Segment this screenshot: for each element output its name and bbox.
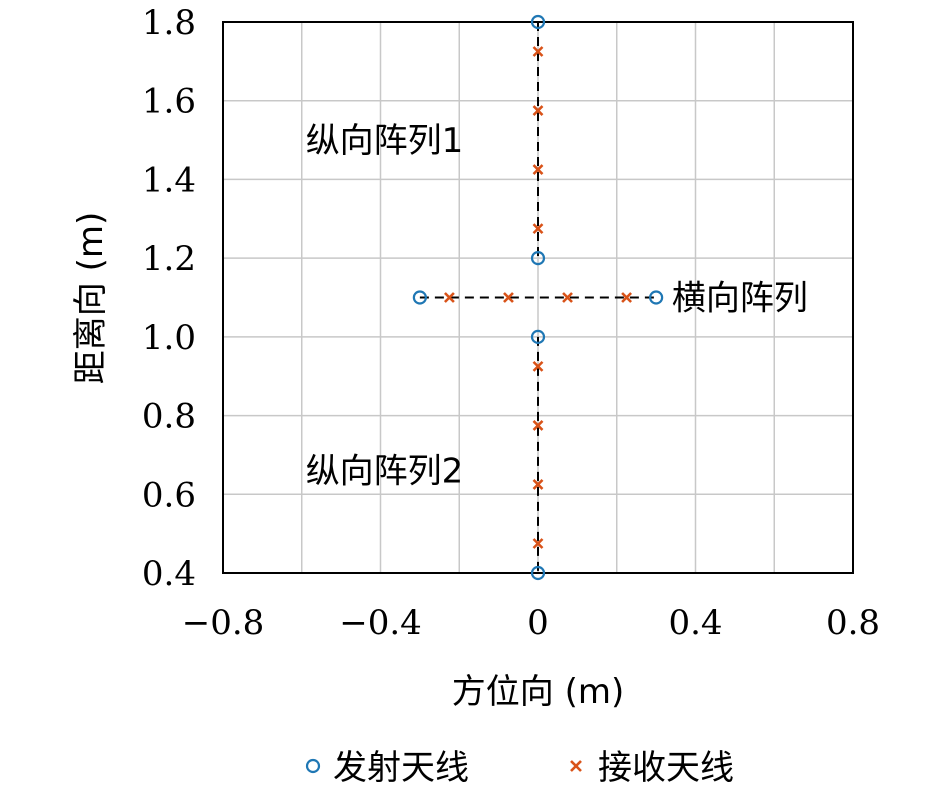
y-tick-label: 0.4 — [142, 554, 196, 594]
receive-antenna-marker — [532, 105, 544, 116]
receive-antenna-marker — [443, 292, 455, 303]
receive-antenna-marker — [532, 164, 544, 176]
x-tick-labels: −0.8 −0.4 0 0.4 0.8 — [182, 603, 880, 643]
receive-antenna-marker — [532, 360, 544, 372]
y-tick-label: 1.8 — [142, 3, 196, 43]
y-tick-label: 1.6 — [142, 82, 196, 122]
marker-layer — [412, 14, 664, 581]
receive-antenna-marker — [532, 419, 544, 431]
y-tick-label: 0.6 — [142, 475, 196, 515]
transmit-antenna-marker — [530, 565, 546, 581]
y-tick-label: 1.2 — [142, 239, 196, 279]
transmit-antenna-marker — [530, 329, 546, 344]
receive-antenna-marker — [503, 292, 514, 303]
legend-item-receive: 接收天线 — [570, 748, 734, 788]
legend-circle-marker — [305, 758, 321, 774]
receive-antenna-marker — [621, 292, 633, 303]
plot-frame — [222, 21, 854, 574]
transmit-antenna-marker — [649, 290, 664, 305]
receive-antenna-marker — [532, 223, 544, 235]
legend-label-receive: 接收天线 — [598, 748, 734, 788]
legend-label-transmit: 发射天线 — [333, 748, 469, 788]
x-axis-title: 方位向 (m) — [452, 672, 624, 712]
array-annotation: 横向阵列 — [672, 279, 808, 319]
x-tick-label: 0.4 — [668, 603, 722, 643]
array-annotation: 纵向阵列2 — [306, 452, 464, 492]
receive-antenna-marker — [532, 538, 544, 549]
y-tick-label: 0.8 — [142, 397, 196, 437]
legend: 发射天线 接收天线 — [305, 748, 734, 788]
x-tick-label: 0 — [527, 603, 549, 643]
array-annotation: 纵向阵列1 — [306, 121, 464, 161]
connector-layer — [419, 22, 657, 573]
y-tick-label: 1.0 — [142, 318, 196, 358]
receive-antenna-marker — [532, 479, 544, 490]
receive-antenna-marker — [562, 292, 573, 303]
transmit-antenna-marker — [412, 290, 427, 305]
y-tick-label: 1.4 — [142, 160, 196, 200]
receive-antenna-marker — [532, 46, 544, 57]
legend-x-marker — [570, 760, 582, 772]
x-tick-label: −0.8 — [182, 603, 265, 643]
x-tick-label: −0.4 — [339, 603, 422, 643]
y-tick-labels: 0.4 0.6 0.8 1.0 1.2 1.4 1.6 1.8 — [142, 3, 196, 594]
transmit-antenna-marker — [530, 14, 546, 30]
y-axis-title: 距离向 (m) — [71, 212, 111, 384]
x-tick-label: 0.8 — [826, 603, 880, 643]
legend-item-transmit: 发射天线 — [305, 748, 469, 788]
transmit-antenna-marker — [530, 251, 546, 266]
